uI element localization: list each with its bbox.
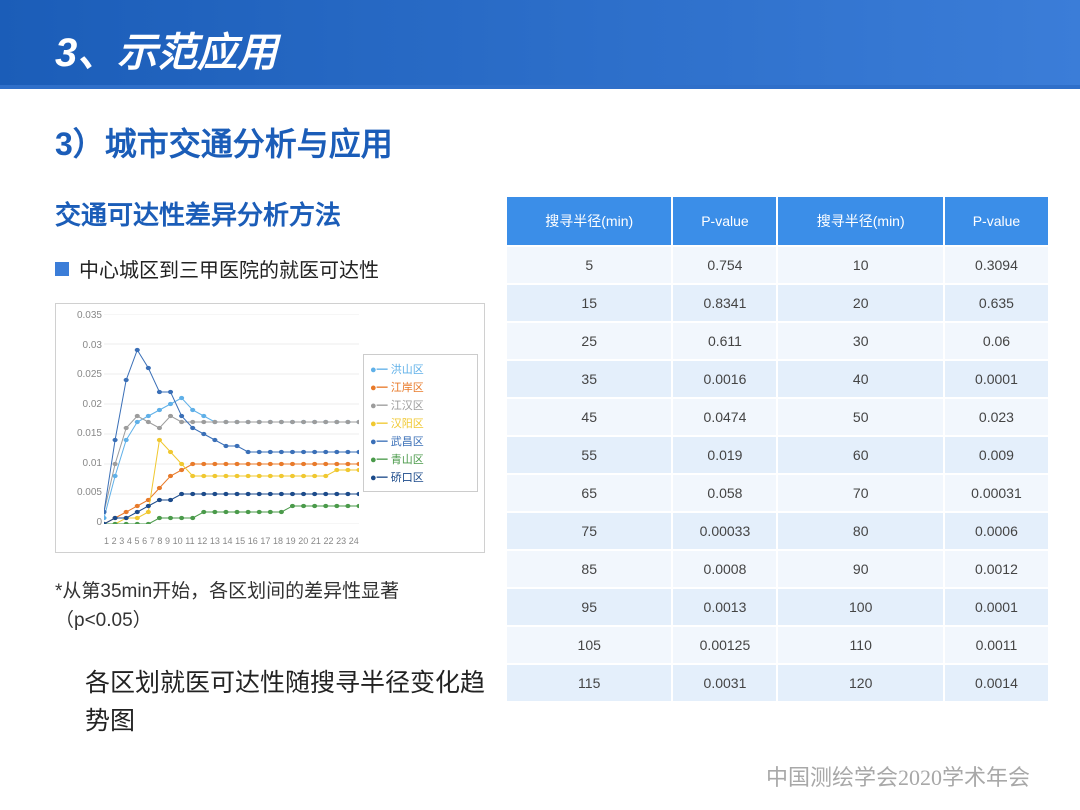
content-area: 交通可达性差异分析方法 中心城区到三甲医院的就医可达性 0.0350.030.0… [0,165,1080,740]
table-row: 250.611300.06 [507,323,1048,359]
table-cell: 0.8341 [673,285,776,321]
table-row: 1050.001251100.0011 [507,627,1048,663]
footer-text: 中国测绘学会2020学术年会 [766,760,1030,792]
table-cell: 5 [507,247,671,283]
table-row: 550.019600.009 [507,437,1048,473]
table-header: P-value [673,197,776,245]
table-cell: 100 [778,589,942,625]
table-cell: 0.0031 [673,665,776,701]
table-cell: 85 [507,551,671,587]
table-cell: 0.0008 [673,551,776,587]
table-cell: 0.0001 [945,589,1048,625]
table-cell: 0.023 [945,399,1048,435]
table-cell: 0.009 [945,437,1048,473]
table-cell: 20 [778,285,942,321]
table-cell: 25 [507,323,671,359]
page-title: 3、示范应用 [55,20,1080,78]
bullet-square-icon [55,262,69,276]
table-row: 450.0474500.023 [507,399,1048,435]
pvalue-table: 搜寻半径(min)P-value搜寻半径(min)P-value 50.7541… [505,195,1050,703]
table-cell: 120 [778,665,942,701]
table-cell: 0.754 [673,247,776,283]
table-cell: 0.0001 [945,361,1048,397]
chart-caption: 各区划就医可达性随搜寻半径变化趋势图 [55,665,485,740]
legend-item: ●━ 硚口区 [370,469,471,485]
table-cell: 0.0474 [673,399,776,435]
table-cell: 10 [778,247,942,283]
table-cell: 35 [507,361,671,397]
table-cell: 115 [507,665,671,701]
legend-item: ●━ 江汉区 [370,397,471,413]
table-cell: 0.0016 [673,361,776,397]
table-cell: 0.058 [673,475,776,511]
table-cell: 55 [507,437,671,473]
table-header: P-value [945,197,1048,245]
line-chart: 0.0350.030.0250.020.0150.010.0050 ●━ 洪山区… [55,303,485,553]
table-cell: 40 [778,361,942,397]
legend-item: ●━ 江岸区 [370,379,471,395]
table-cell: 0.0011 [945,627,1048,663]
chart-legend: ●━ 洪山区 ●━ 江岸区 ●━ 江汉区 ●━ 汉阳区 ●━ 武昌区 ●━ 青山区 ●━ 硚… [363,354,478,492]
table-header: 搜寻半径(min) [507,197,671,245]
header-band: 3、示范应用 [0,0,1080,85]
table-cell: 80 [778,513,942,549]
table-row: 650.058700.00031 [507,475,1048,511]
bullet-row: 中心城区到三甲医院的就医可达性 [55,254,485,283]
table-cell: 45 [507,399,671,435]
table-cell: 110 [778,627,942,663]
table-header: 搜寻半径(min) [778,197,942,245]
table-cell: 0.06 [945,323,1048,359]
table-row: 50.754100.3094 [507,247,1048,283]
legend-item: ●━ 汉阳区 [370,415,471,431]
table-row: 1150.00311200.0014 [507,665,1048,701]
table-cell: 0.0014 [945,665,1048,701]
table-row: 850.0008900.0012 [507,551,1048,587]
chart-y-labels: 0.0350.030.0250.020.0150.010.0050 [62,310,102,528]
table-cell: 0.00033 [673,513,776,549]
table-cell: 15 [507,285,671,321]
table-cell: 95 [507,589,671,625]
table-cell: 0.00031 [945,475,1048,511]
table-cell: 60 [778,437,942,473]
table-cell: 75 [507,513,671,549]
table-cell: 70 [778,475,942,511]
table-cell: 0.00125 [673,627,776,663]
table-cell: 50 [778,399,942,435]
table-cell: 105 [507,627,671,663]
legend-item: ●━ 武昌区 [370,433,471,449]
legend-item: ●━ 青山区 [370,451,471,467]
table-cell: 0.0012 [945,551,1048,587]
chart-plot-area [104,314,359,524]
table-cell: 0.3094 [945,247,1048,283]
table-row: 350.0016400.0001 [507,361,1048,397]
section-title: 3）城市交通分析与应用 [0,89,1080,165]
table-cell: 30 [778,323,942,359]
left-column: 交通可达性差异分析方法 中心城区到三甲医院的就医可达性 0.0350.030.0… [55,195,485,740]
table-cell: 0.611 [673,323,776,359]
legend-item: ●━ 洪山区 [370,361,471,377]
table-row: 950.00131000.0001 [507,589,1048,625]
table-cell: 65 [507,475,671,511]
table-cell: 0.635 [945,285,1048,321]
chart-x-labels: 123456789101112131415161718192021222324 [104,536,359,546]
table-cell: 90 [778,551,942,587]
table-cell: 0.0006 [945,513,1048,549]
table-cell: 0.019 [673,437,776,473]
subsection-title: 交通可达性差异分析方法 [55,195,485,232]
table-row: 150.8341200.635 [507,285,1048,321]
significance-note: *从第35min开始，各区划间的差异性显著（p<0.05） [55,578,485,635]
right-column: 搜寻半径(min)P-value搜寻半径(min)P-value 50.7541… [505,195,1050,740]
table-cell: 0.0013 [673,589,776,625]
table-row: 750.00033800.0006 [507,513,1048,549]
bullet-text: 中心城区到三甲医院的就医可达性 [79,254,379,283]
